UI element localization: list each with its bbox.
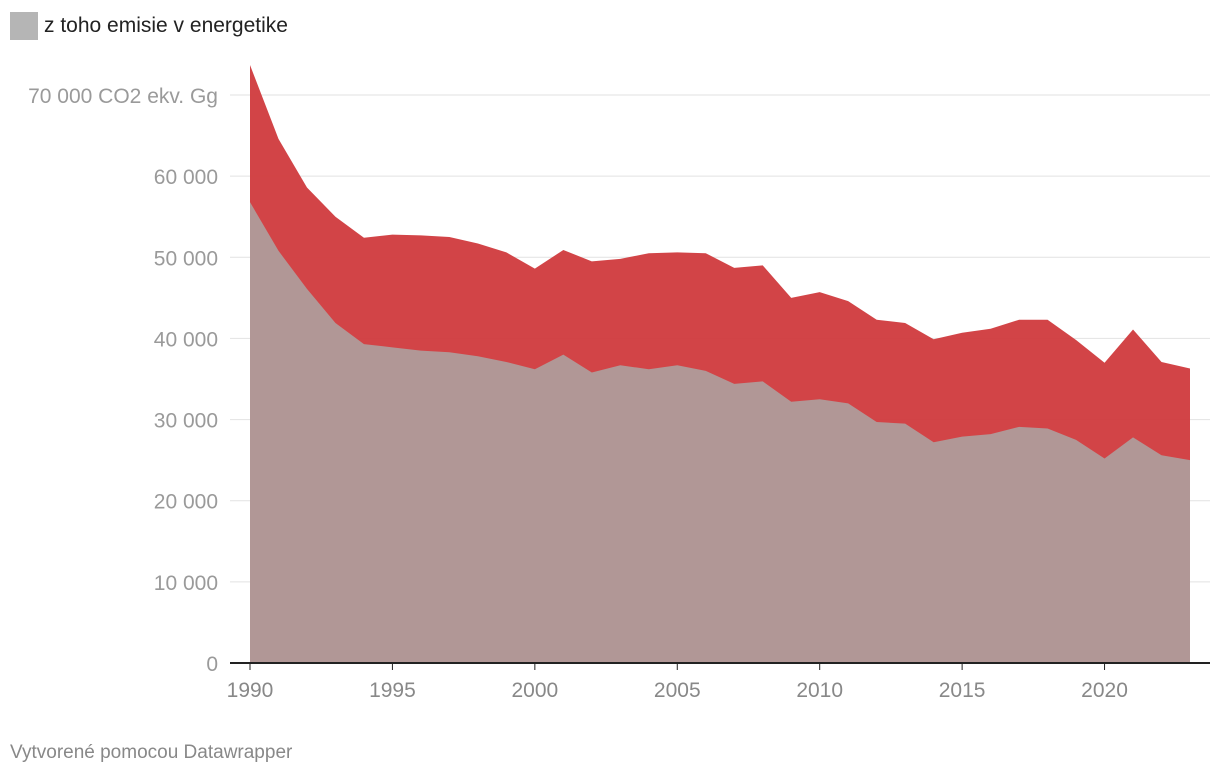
- x-tick-label: 2010: [796, 679, 843, 702]
- x-tick-label: 2015: [939, 679, 986, 702]
- y-tick-label: 40 000: [154, 328, 218, 351]
- x-tick-label: 1995: [369, 679, 416, 702]
- y-tick-label: 10 000: [154, 572, 218, 595]
- legend-swatch: [10, 12, 38, 40]
- y-tick-label: 60 000: [154, 166, 218, 189]
- y-tick-label: 30 000: [154, 410, 218, 433]
- x-tick-label: 2000: [511, 679, 558, 702]
- chart-areas: [250, 64, 1190, 663]
- x-tick-label: 2005: [654, 679, 701, 702]
- y-axis-ticks: 0 10 000 20 000 30 000 40 000 50 000 60 000 70 …: [28, 85, 218, 676]
- x-axis: 1990 1995 2000 2005 2010 2015 2020: [227, 662, 1210, 702]
- y-tick-label: 70 000 CO2 ekv. Gg: [28, 85, 218, 108]
- legend: z toho emisie v energetike: [10, 12, 288, 40]
- footer-credit: Vytvorené pomocou Datawrapper: [10, 742, 293, 763]
- legend-label: z toho emisie v energetike: [44, 14, 288, 37]
- y-tick-label: 20 000: [154, 491, 218, 514]
- area-energy-emissions: [250, 202, 1190, 663]
- x-tick-label: 2020: [1081, 679, 1128, 702]
- y-tick-label: 0: [206, 653, 218, 676]
- x-tick-label: 1990: [227, 679, 274, 702]
- y-tick-label: 50 000: [154, 247, 218, 270]
